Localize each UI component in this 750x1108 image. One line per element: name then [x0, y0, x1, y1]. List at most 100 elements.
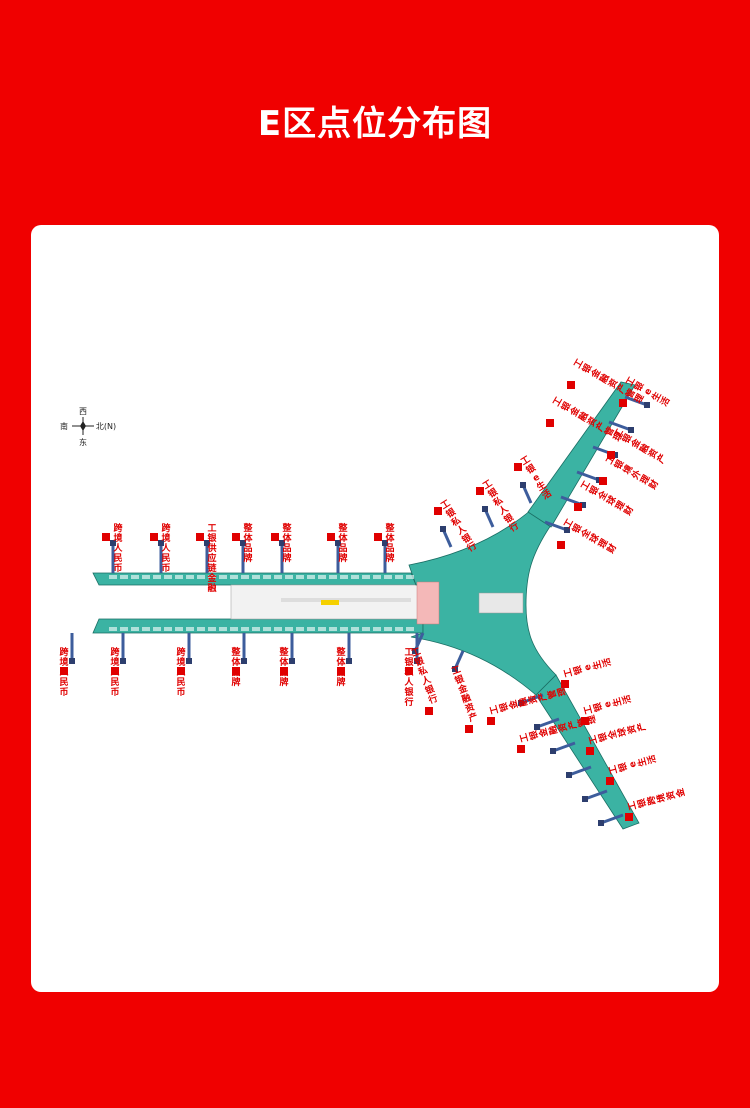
label-char: e	[628, 760, 639, 768]
label-char: 生	[635, 756, 649, 768]
label-char: 工	[626, 800, 639, 812]
label-char: 应	[207, 552, 216, 564]
label-char: 银	[404, 686, 414, 698]
jet-bridge-head	[279, 540, 285, 546]
label-char: 跨	[113, 522, 123, 534]
bottom-left-marker	[177, 667, 185, 675]
label-char: 品	[385, 543, 394, 554]
bottom-left-marker	[111, 667, 119, 675]
label-char: 链	[207, 562, 217, 574]
label-char: 牌	[231, 676, 240, 688]
label-char: 融	[516, 696, 530, 708]
map-card: 跨境人民币跨境人民币工银供应链金融整体品牌整体品牌整体品牌整体品牌跨境人民币跨境…	[31, 225, 719, 992]
label-char: 工	[607, 764, 620, 776]
label-char: 民	[59, 677, 68, 688]
gate-box	[296, 575, 304, 579]
label-char: 管	[545, 688, 559, 700]
label-char: 跨	[176, 646, 186, 658]
label-char: 金	[206, 572, 217, 584]
label-char: 银	[596, 730, 610, 743]
gate-box	[285, 575, 293, 579]
hub-gate-zone	[478, 592, 524, 614]
label-char: e	[531, 472, 541, 484]
label-char: 币	[161, 563, 170, 574]
gate-box	[307, 627, 315, 631]
label-char: 人	[403, 676, 414, 688]
label-char: 牌	[385, 552, 394, 564]
label-char: 银	[207, 532, 217, 544]
label-char: 整	[230, 646, 240, 658]
label-char: 融	[207, 582, 216, 594]
gate-box	[318, 575, 326, 579]
label-char: 跨	[110, 646, 120, 658]
label-char: 体	[243, 532, 253, 544]
label-char: e	[603, 700, 614, 708]
label-char: 整	[281, 522, 291, 534]
northeast-outer-marker	[567, 381, 575, 389]
jet-bridge-head	[566, 772, 572, 778]
gate-box	[274, 627, 282, 631]
gate-box	[329, 575, 337, 579]
gate-box	[340, 575, 348, 579]
label-char: 活	[645, 754, 659, 766]
gate-box	[384, 627, 392, 631]
gate-box	[142, 627, 150, 631]
label-char: 产	[634, 721, 648, 733]
label-char: 人	[160, 542, 171, 554]
gate-box	[186, 627, 194, 631]
gate-box	[362, 627, 370, 631]
label-char: 境	[176, 656, 185, 668]
compass-east: 东	[79, 437, 87, 447]
gate-box	[329, 627, 337, 631]
hub-retail-zone	[416, 581, 440, 625]
label-char: 体	[282, 532, 292, 544]
label-char: 银	[635, 796, 649, 809]
label-char: 民	[110, 677, 119, 688]
gate-box	[351, 575, 359, 579]
jet-bridge-head	[346, 658, 352, 664]
gate-box	[175, 627, 183, 631]
pier-details	[109, 575, 414, 631]
gate-box	[307, 575, 315, 579]
bottom-left-marker	[232, 667, 240, 675]
label-char: 整	[242, 522, 252, 534]
gate-box	[263, 627, 271, 631]
northeast-outer-marker	[546, 419, 554, 427]
compass-north: 北(N)	[96, 422, 116, 431]
label-char: 资	[556, 722, 570, 734]
label-char: 融	[546, 724, 560, 736]
gate-box	[230, 627, 238, 631]
jet-bridge-head	[564, 527, 570, 533]
jet-bridge-head	[534, 724, 540, 730]
label-char: 银	[571, 663, 585, 676]
gate-box	[131, 627, 139, 631]
gate-box	[362, 575, 370, 579]
label-char: 币	[59, 687, 68, 698]
jet-bridges	[69, 395, 650, 826]
label-char: 整	[335, 646, 345, 658]
label-char: 人	[112, 542, 123, 554]
jet-bridge-head	[452, 666, 458, 672]
gate-box	[406, 575, 414, 579]
label-char: 全	[605, 728, 619, 742]
label-char: 整	[384, 522, 394, 534]
label-char: 品	[338, 543, 347, 554]
terminal-map: 跨境人民币跨境人民币工银供应链金融整体品牌整体品牌整体品牌整体品牌跨境人民币跨境…	[58, 357, 688, 830]
label-char: 牌	[279, 676, 288, 688]
label-char: 私	[416, 664, 430, 679]
jet-bridge-head	[440, 526, 446, 532]
top-left-marker	[232, 533, 240, 541]
compass-south: 南	[60, 421, 68, 431]
label-char: e	[583, 663, 594, 671]
bottom-left-marker	[60, 667, 68, 675]
